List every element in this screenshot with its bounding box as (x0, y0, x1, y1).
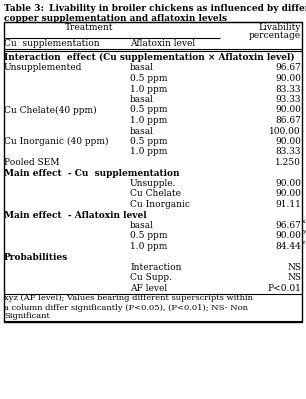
Text: Significant: Significant (4, 312, 50, 320)
Text: basal: basal (130, 126, 154, 136)
Text: NS: NS (287, 273, 301, 282)
Text: 90.00: 90.00 (275, 105, 301, 115)
Text: Livability: Livability (259, 23, 301, 32)
Text: Cu Chelate(40 ppm): Cu Chelate(40 ppm) (4, 105, 97, 115)
Text: 1.250: 1.250 (275, 158, 301, 167)
Text: x: x (302, 219, 305, 224)
Text: 0.5 ppm: 0.5 ppm (130, 74, 167, 83)
Text: Cu  supplementation: Cu supplementation (4, 39, 100, 48)
Text: 1.0 ppm: 1.0 ppm (130, 85, 167, 93)
Text: 90.00: 90.00 (275, 190, 301, 198)
Text: Main effect  - Cu  supplementation: Main effect - Cu supplementation (4, 168, 180, 178)
Text: 1.0 ppm: 1.0 ppm (130, 148, 167, 156)
Text: 83.33: 83.33 (275, 148, 301, 156)
Text: 96.67: 96.67 (275, 221, 301, 230)
Bar (4, 22, 302, 322)
Text: Main effect  - Aflatoxin level: Main effect - Aflatoxin level (4, 211, 147, 219)
Text: Unsupple.: Unsupple. (130, 179, 177, 188)
Text: 96.67: 96.67 (275, 63, 301, 73)
Text: 100.00: 100.00 (269, 126, 301, 136)
Text: 84.44: 84.44 (275, 242, 301, 251)
Text: a column differ significantly (P<0.05), (P<0.01); NS- Non: a column differ significantly (P<0.05), … (4, 304, 248, 312)
Text: 91.11: 91.11 (275, 200, 301, 209)
Text: 1.0 ppm: 1.0 ppm (130, 116, 167, 125)
Text: xyz (AF level); Values bearing different superscripts within: xyz (AF level); Values bearing different… (4, 294, 253, 302)
Text: z: z (302, 240, 305, 245)
Text: Aflatoxin level: Aflatoxin level (130, 39, 195, 48)
Text: 0.5 ppm: 0.5 ppm (130, 137, 167, 146)
Text: Unsupplemented: Unsupplemented (4, 63, 82, 73)
Text: 90.00: 90.00 (275, 231, 301, 241)
Text: basal: basal (130, 221, 154, 230)
Text: basal: basal (130, 63, 154, 73)
Text: AF level: AF level (130, 284, 167, 293)
Text: 0.5 ppm: 0.5 ppm (130, 231, 167, 241)
Text: 93.33: 93.33 (275, 95, 301, 104)
Text: Cu Inorganic (40 ppm): Cu Inorganic (40 ppm) (4, 137, 109, 146)
Text: NS: NS (287, 263, 301, 272)
Text: 90.00: 90.00 (275, 179, 301, 188)
Text: 83.33: 83.33 (275, 85, 301, 93)
Text: 86.67: 86.67 (275, 116, 301, 125)
Text: Interaction: Interaction (130, 263, 181, 272)
Text: Pooled SEM: Pooled SEM (4, 158, 59, 167)
Text: percentage: percentage (249, 31, 301, 40)
Text: P<0.01: P<0.01 (267, 284, 301, 293)
Text: Cu Chelate: Cu Chelate (130, 190, 181, 198)
Text: Probabilities: Probabilities (4, 253, 68, 261)
Text: Table 3:: Table 3: (4, 4, 44, 13)
Text: Interaction  effect (Cu supplementation × Aflatoxin level): Interaction effect (Cu supplementation ×… (4, 53, 295, 62)
Text: Treatment: Treatment (65, 23, 114, 32)
Text: 1.0 ppm: 1.0 ppm (130, 242, 167, 251)
Text: 0.5 ppm: 0.5 ppm (130, 105, 167, 115)
Text: basal: basal (130, 95, 154, 104)
Text: Cu Inorganic: Cu Inorganic (130, 200, 190, 209)
Text: Livability in broiler chickens as influenced by different: Livability in broiler chickens as influe… (46, 4, 306, 13)
Text: 90.00: 90.00 (275, 74, 301, 83)
Text: Cu Supp.: Cu Supp. (130, 273, 172, 282)
Text: 90.00: 90.00 (275, 137, 301, 146)
Text: y: y (302, 229, 305, 235)
Text: copper supplementation and aflatoxin levels: copper supplementation and aflatoxin lev… (4, 14, 227, 23)
